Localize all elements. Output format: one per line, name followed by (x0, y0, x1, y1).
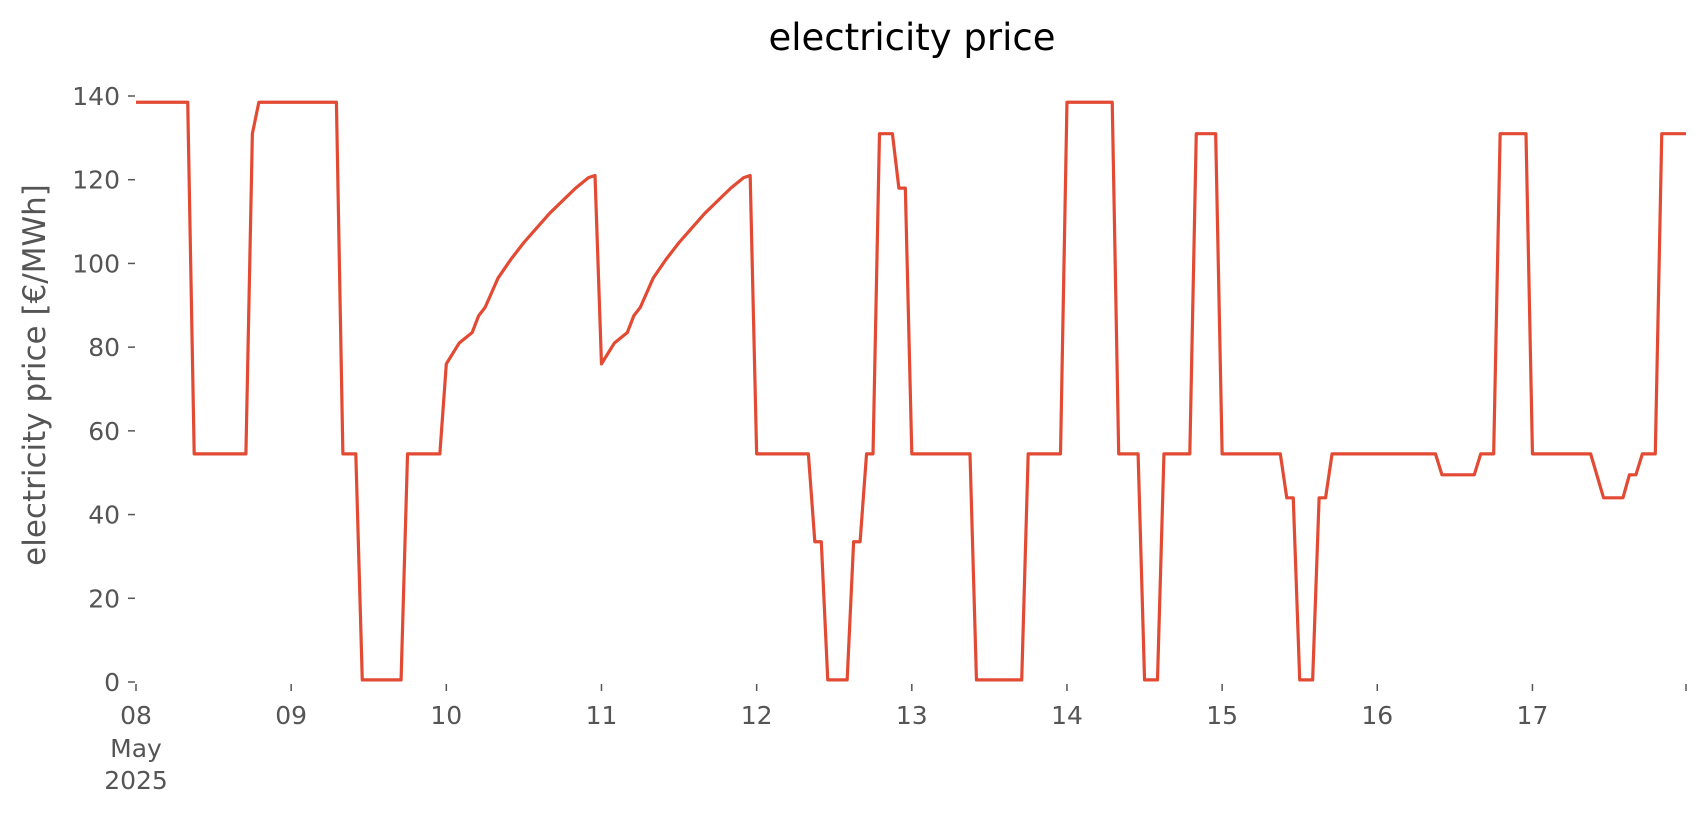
x-tick-label: 11 (586, 701, 618, 730)
x-tick-label: 08 (120, 701, 152, 730)
y-tick-label: 40 (88, 501, 120, 530)
chart-title: electricity price (768, 16, 1055, 59)
x-tick-label: 12 (741, 701, 773, 730)
y-axis-label: electricity price [€/MWh] (17, 184, 53, 566)
x-tick-sublabel: 2025 (104, 766, 168, 795)
x-axis: 08 May 2025 09 10 11 12 13 14 15 16 17 (104, 684, 1687, 795)
y-tick-label: 20 (88, 584, 120, 613)
x-tick-sublabel: May (110, 734, 162, 763)
plot-area (136, 100, 1686, 682)
y-axis: 0 20 40 60 80 100 120 140 (72, 82, 135, 697)
y-tick-label: 140 (72, 82, 120, 111)
y-tick-label: 120 (72, 166, 120, 195)
x-tick-label: 15 (1206, 701, 1238, 730)
x-tick-label: 17 (1517, 701, 1549, 730)
x-tick-label: 13 (896, 701, 928, 730)
y-tick-label: 60 (88, 417, 120, 446)
y-tick-label: 100 (72, 249, 120, 278)
x-tick-label: 16 (1361, 701, 1393, 730)
x-tick-label: 09 (275, 701, 307, 730)
x-tick-label: 10 (430, 701, 462, 730)
y-tick-label: 80 (88, 333, 120, 362)
x-tick-label: 14 (1051, 701, 1083, 730)
y-tick-label: 0 (104, 668, 120, 697)
series-line (136, 100, 1686, 682)
